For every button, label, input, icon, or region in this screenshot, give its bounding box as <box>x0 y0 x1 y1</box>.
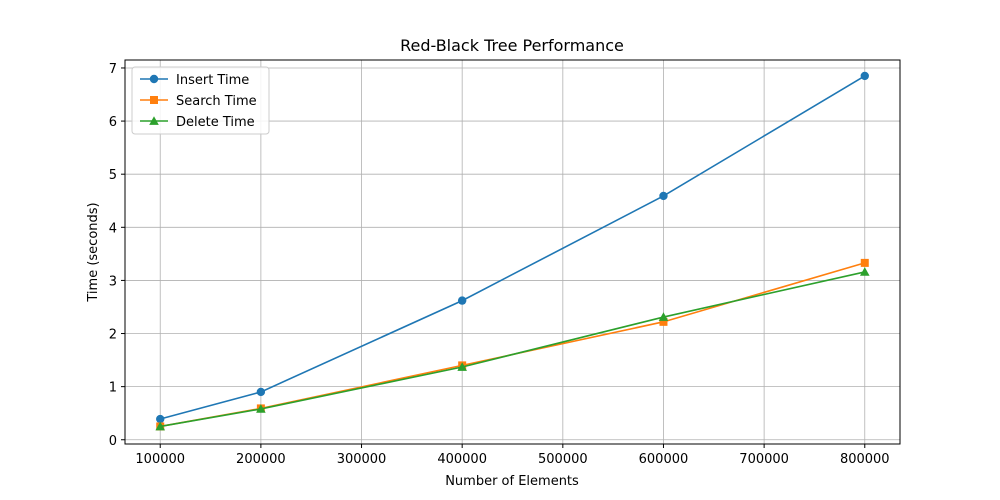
legend-marker <box>149 74 159 84</box>
x-tick-label: 800000 <box>840 452 890 467</box>
plot-frame <box>124 59 901 445</box>
y-tick-label: 0 <box>109 434 117 449</box>
legend-marker <box>150 96 158 104</box>
grid <box>125 60 900 444</box>
y-tick-label: 1 <box>109 381 117 396</box>
legend-item: Insert Time <box>140 73 249 88</box>
chart-title: Red-Black Tree Performance <box>400 36 624 55</box>
data-point <box>457 362 467 371</box>
x-tick-label: 600000 <box>639 452 689 467</box>
data-point <box>457 296 467 305</box>
data-point <box>859 267 870 276</box>
series-layer <box>155 71 870 431</box>
legend-box <box>131 66 270 135</box>
data-point <box>860 71 869 81</box>
y-tick-label: 4 <box>109 221 117 236</box>
x-axis-label: Number of Elements <box>445 474 579 489</box>
x-tick-label: 100000 <box>135 452 185 467</box>
data-point <box>860 258 869 267</box>
y-tick-label: 6 <box>109 115 117 130</box>
x-tick-label: 400000 <box>437 452 487 467</box>
legend-label: Search Time <box>176 94 257 109</box>
data-point <box>256 404 266 413</box>
ticks: 100000 200000 300000 400000 500000 600000 7000… <box>109 62 890 467</box>
y-tick-label: 5 <box>109 168 117 183</box>
data-point <box>658 312 669 321</box>
series-delete-time <box>155 267 870 431</box>
data-point <box>256 387 266 397</box>
legend-marker <box>149 116 159 125</box>
x-tick-label: 300000 <box>337 452 387 467</box>
x-tick-label: 200000 <box>236 452 286 467</box>
series-insert-time <box>156 71 869 424</box>
data-point <box>156 414 165 424</box>
y-tick-label: 3 <box>109 274 117 289</box>
legend-item: Search Time <box>140 94 257 109</box>
data-point <box>659 191 668 201</box>
legend-item: Delete Time <box>140 115 255 130</box>
legend-label: Insert Time <box>176 73 249 88</box>
data-point <box>155 421 166 431</box>
legend-label: Delete Time <box>176 115 255 130</box>
y-tick-label: 2 <box>109 328 117 343</box>
x-tick-label: 500000 <box>538 452 588 467</box>
x-tick-label: 700000 <box>739 452 789 467</box>
y-tick-label: 7 <box>109 62 117 77</box>
legend: Insert Time Search Time Delete Time <box>131 66 270 135</box>
y-axis-label: Time (seconds) <box>86 202 101 302</box>
data-point <box>659 317 668 326</box>
